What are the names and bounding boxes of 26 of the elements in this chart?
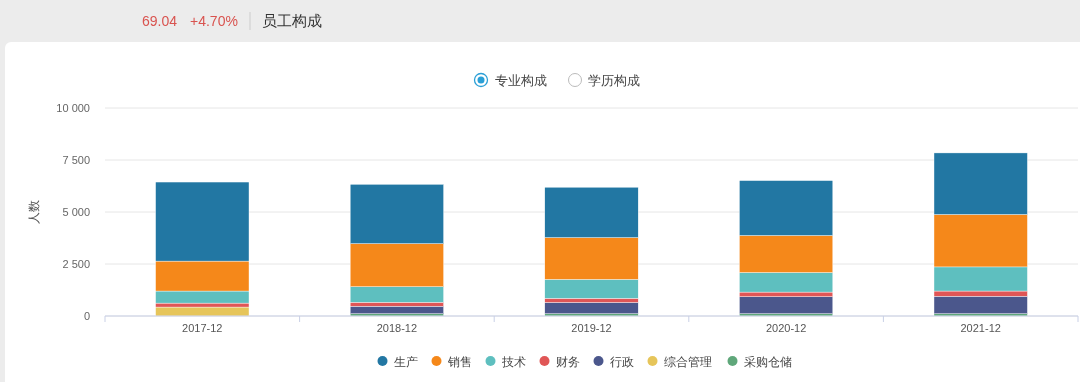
bar — [739, 296, 833, 314]
y-axis-title: 人数 — [27, 200, 41, 224]
bar — [933, 296, 1028, 314]
text: 69.04 — [142, 13, 178, 29]
text: 专业构成 — [495, 73, 547, 88]
legend-label: 综合管理 — [663, 354, 712, 369]
y-tick-label: 2 500 — [62, 258, 90, 270]
text: +4.70% — [190, 13, 238, 29]
x-tick-label: 2017-12 — [182, 322, 223, 334]
legend-label: 生产 — [393, 354, 418, 369]
y-tick-label: 7 500 — [62, 154, 90, 166]
legend-label: 财务 — [555, 354, 580, 369]
y-tick-label: 5 000 — [62, 206, 90, 218]
chart-title: 员工构成 — [262, 12, 322, 29]
x-tick-label: 2018-12 — [376, 322, 418, 334]
legend-label: 技术 — [500, 354, 526, 369]
x-tick-label: 2021-12 — [960, 322, 1001, 334]
legend-label: 采购仓储 — [743, 354, 792, 369]
bar — [544, 302, 639, 314]
x-tick-label: 2019-12 — [571, 322, 612, 334]
y-tick-label: 0 — [83, 310, 90, 322]
legend-label: 行政 — [609, 354, 634, 369]
y-tick-label: 10 000 — [56, 102, 90, 114]
text: 学历构成 — [588, 73, 640, 88]
x-tick-label: 2020-12 — [765, 322, 807, 334]
legend-label: 销售 — [446, 354, 472, 369]
